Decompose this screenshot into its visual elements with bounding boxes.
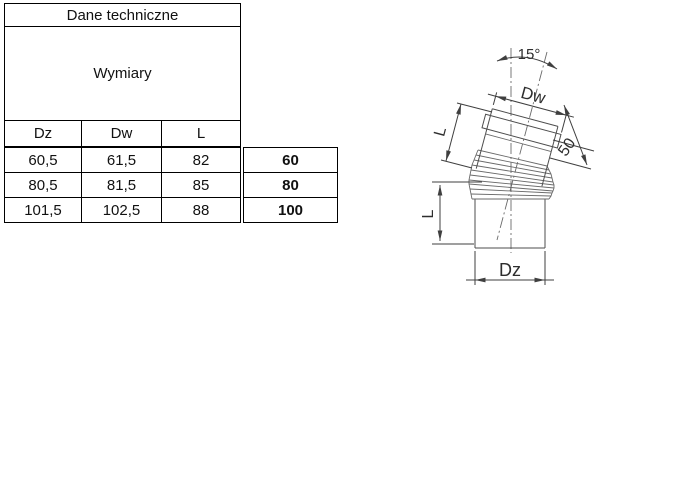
dimension-upper-l: L <box>431 102 493 169</box>
elbow-bellows <box>468 149 555 200</box>
table-row: 60,5 61,5 82 <box>4 147 241 173</box>
dimension-dz: Dz <box>466 251 554 285</box>
elbow-lower-pipe <box>474 199 546 249</box>
cell-dz: 60,5 <box>4 147 82 173</box>
dimension-lower-l: L <box>420 181 482 245</box>
dimension-socket-depth: 50 <box>549 104 595 170</box>
col-header-dw: Dw <box>81 120 162 147</box>
cell-size: 100 <box>243 197 338 223</box>
lower-l-label: L <box>420 209 437 218</box>
table-row: 60 <box>243 147 338 173</box>
upper-l-label: L <box>431 125 450 138</box>
table-row: 101,5 102,5 88 <box>4 197 241 223</box>
spec-table-subtitle: Wymiary <box>3 26 242 121</box>
dimension-dw: Dw <box>487 83 575 133</box>
cell-dw: 102,5 <box>81 197 162 223</box>
cell-dz: 101,5 <box>4 197 82 223</box>
centerlines <box>496 48 548 253</box>
dz-label: Dz <box>499 260 521 280</box>
size-table: 60 80 100 <box>243 147 338 223</box>
cell-dw: 61,5 <box>81 147 162 173</box>
col-header-dz: Dz <box>4 120 82 147</box>
dimension-angle: 15° <box>496 46 558 70</box>
cell-size: 60 <box>243 147 338 173</box>
cell-dz: 80,5 <box>4 172 82 198</box>
cell-l: 88 <box>161 197 241 223</box>
spec-table-header: Dane techniczne Wymiary Dz Dw L <box>3 3 242 147</box>
socket-depth-label: 50 <box>555 135 579 159</box>
table-row: 80,5 81,5 85 <box>4 172 241 198</box>
col-header-l: L <box>160 120 242 147</box>
cell-size: 80 <box>243 172 338 198</box>
table-row: 100 <box>243 197 338 223</box>
spec-table-data: 60,5 61,5 82 80,5 81,5 85 101,5 102,5 88 <box>4 147 241 223</box>
angle-label: 15° <box>518 46 541 63</box>
socket-flange <box>481 113 562 149</box>
table-row: 80 <box>243 172 338 198</box>
spec-table-title: Dane techniczne <box>3 3 242 27</box>
dw-label: Dw <box>519 83 548 108</box>
